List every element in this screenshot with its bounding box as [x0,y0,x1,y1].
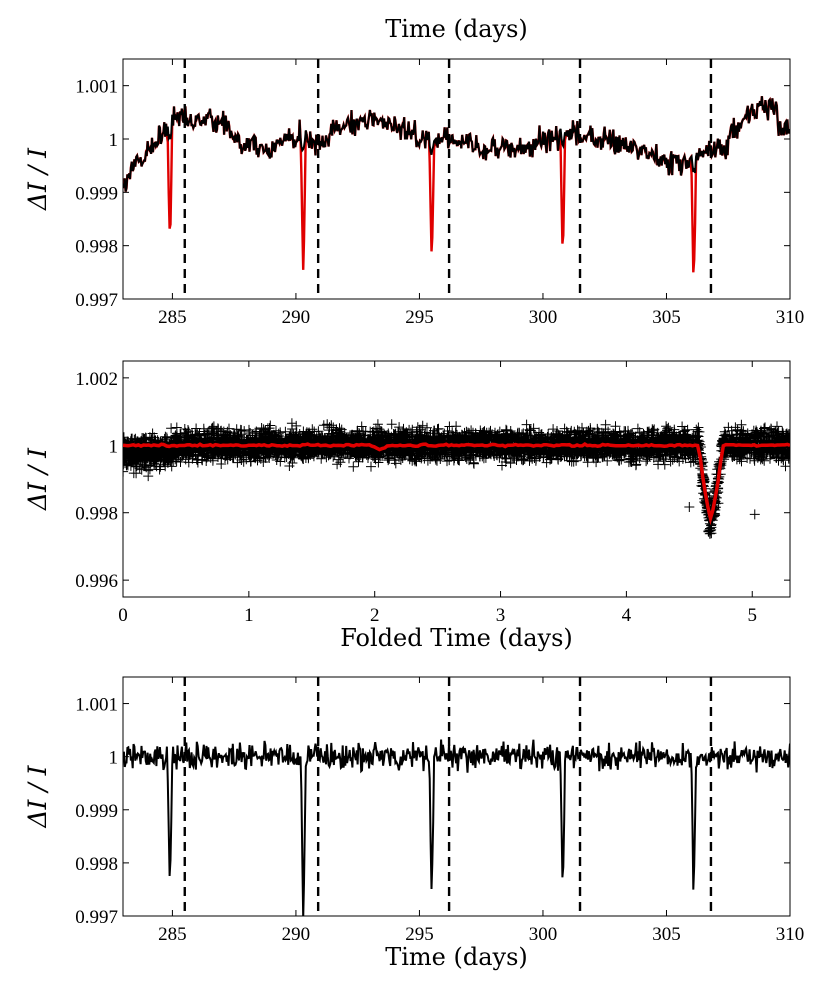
y-axis-label: ΔI / I [23,447,52,511]
y-tick-label: 0.997 [75,907,118,928]
x-tick-label: 5 [747,605,757,626]
outlier-point [684,501,695,512]
plot-frame [122,58,791,300]
y-tick-label: 1 [109,130,119,151]
x-tick-label: 290 [282,924,311,945]
plot-area [123,677,790,916]
y-tick-label: 0.998 [75,854,118,875]
x-tick-label: 295 [405,924,434,945]
x-tick-label: 1 [244,605,254,626]
plot-frame [122,676,791,917]
y-axis-label: ΔI / I [23,147,52,211]
y-tick-label: 0.997 [75,290,118,311]
x-tick-label: 0 [118,605,128,626]
y-tick-label: 0.999 [75,801,118,822]
x-tick-label: 2 [370,605,380,626]
plot-area [123,59,790,299]
x-tick-label: 290 [282,307,311,328]
x-tick-label: 305 [652,307,681,328]
x-tick-label: 300 [529,307,558,328]
x-tick-label: 300 [529,924,558,945]
y-tick-label: 0.998 [75,504,118,525]
x-tick-label: 4 [622,605,632,626]
data-line [123,739,790,916]
plot-frame [122,360,791,598]
x-tick-label: 285 [158,307,187,328]
y-tick-label: 0.999 [75,183,118,204]
panel-2: 0 1 2 3 4 5 0.996 0.998 1 1.002 ΔI / I Folded Time … [23,360,791,652]
y-tick-label: 0.996 [75,571,118,592]
y-tick-label: 1.001 [75,695,118,716]
y-axis-label: ΔI / I [23,764,52,828]
binned-model-line [123,442,790,526]
folded-data-points [123,418,790,539]
x-tick-label: 310 [776,924,805,945]
x-tick-label: 305 [652,924,681,945]
x-tick-label: 310 [776,307,805,328]
x-axis-label-top: Time (days) [385,15,528,43]
y-tick-label: 1.002 [75,369,118,390]
data-line [123,96,790,192]
x-tick-label: 295 [405,307,434,328]
x-tick-label: 3 [496,605,506,626]
panel-1: 285 290 295 300 305 310 0.997 0.998 0.999 1 1.001 Δ… [23,15,804,328]
y-tick-label: 1 [109,748,119,769]
panel-3: 285 290 295 300 305 310 0.997 0.998 0.999 1 1.001 Δ… [23,676,805,971]
x-axis-label: Folded Time (days) [340,624,573,652]
outlier-point [749,509,760,520]
y-tick-label: 1 [109,436,119,457]
y-tick-label: 0.998 [75,237,118,258]
plot-area [123,418,790,539]
x-axis-label: Time (days) [385,943,528,971]
x-tick-label: 285 [158,924,187,945]
y-tick-label: 1.001 [75,77,118,98]
